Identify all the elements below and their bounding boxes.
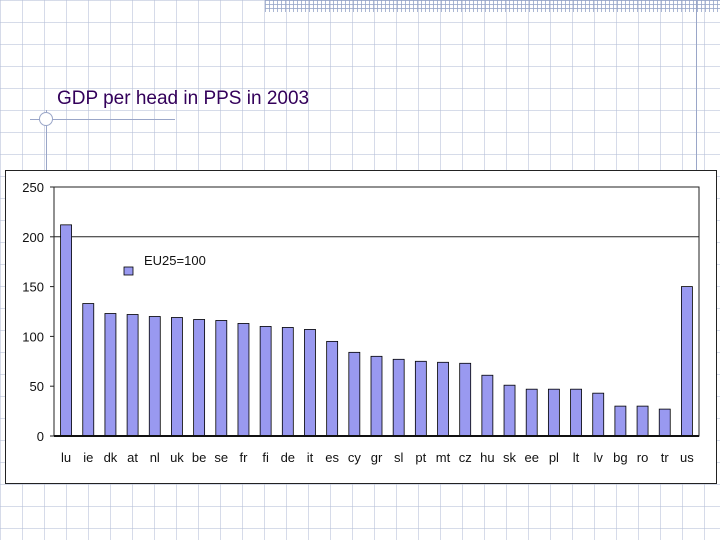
y-tick-label: 250 <box>22 180 44 195</box>
bar <box>126 314 139 437</box>
y-tick-label: 0 <box>37 429 44 444</box>
x-tick-label: be <box>192 450 206 465</box>
bar <box>570 388 582 437</box>
x-tick-label: lv <box>594 450 604 465</box>
x-tick-label: lt <box>573 450 580 465</box>
top-decoration-bar <box>265 0 720 12</box>
bar <box>437 361 449 437</box>
y-tick-label: 200 <box>22 230 44 245</box>
x-tick-label: tr <box>661 450 670 465</box>
x-tick-label: lu <box>61 450 71 465</box>
bar <box>171 317 183 437</box>
bar <box>82 303 95 437</box>
x-tick-label: se <box>214 450 228 465</box>
x-tick-label: ie <box>83 450 93 465</box>
bar <box>503 384 516 437</box>
bar <box>547 388 560 437</box>
x-tick-label: pt <box>415 450 426 465</box>
title-decoration-vertical-line <box>46 110 47 170</box>
x-tick-label: es <box>325 450 339 465</box>
x-tick-label: it <box>307 450 314 465</box>
x-tick-label: sl <box>394 450 404 465</box>
bar <box>237 323 250 437</box>
title-decoration-horizontal-line <box>30 119 175 120</box>
bar <box>370 355 383 437</box>
bar <box>259 326 272 437</box>
bar <box>60 224 72 437</box>
x-tick-label: bg <box>613 450 627 465</box>
bar <box>592 392 605 437</box>
x-tick-label: sk <box>503 450 517 465</box>
legend-label: EU25=100 <box>144 253 206 268</box>
bar <box>636 405 649 437</box>
x-tick-label: at <box>127 450 138 465</box>
chart-container: 0 50 100 150 200 250 lu ie dk at nl uk be se fr fi de it e… <box>5 170 717 484</box>
bar <box>215 320 228 437</box>
x-tick-label: de <box>281 450 295 465</box>
bar <box>104 313 117 437</box>
bar <box>658 408 671 437</box>
y-tick-label: 50 <box>30 379 44 394</box>
x-tick-label: uk <box>170 450 184 465</box>
x-tick-label: ro <box>637 450 649 465</box>
x-tick-label: fr <box>239 450 248 465</box>
title-decoration-circle <box>39 112 53 126</box>
slide-title: GDP per head in PPS in 2003 <box>57 88 310 109</box>
x-tick-label: cy <box>348 450 362 465</box>
y-tick-label: 150 <box>22 280 44 295</box>
bar <box>281 327 294 437</box>
y-tick-label: 100 <box>22 329 44 344</box>
bar <box>392 358 405 437</box>
x-tick-label: fi <box>262 450 269 465</box>
bar <box>348 351 361 437</box>
x-tick-label: mt <box>436 450 451 465</box>
bar <box>614 405 627 437</box>
x-tick-label: dk <box>104 450 118 465</box>
x-tick-label: cz <box>459 450 472 465</box>
legend-swatch <box>123 266 134 276</box>
bar <box>414 360 427 437</box>
bar <box>193 319 206 437</box>
right-decoration-line <box>696 0 697 180</box>
bar <box>681 286 693 437</box>
bar <box>304 329 316 437</box>
x-tick-label: pl <box>549 450 559 465</box>
x-tick-label: gr <box>371 450 383 465</box>
x-tick-label: nl <box>150 450 160 465</box>
bar <box>459 362 472 437</box>
bar <box>148 316 161 437</box>
x-tick-label: hu <box>480 450 494 465</box>
bar <box>525 388 538 437</box>
bar <box>326 340 339 437</box>
bar <box>481 374 494 437</box>
x-tick-label: us <box>680 450 694 465</box>
x-tick-label: ee <box>524 450 538 465</box>
